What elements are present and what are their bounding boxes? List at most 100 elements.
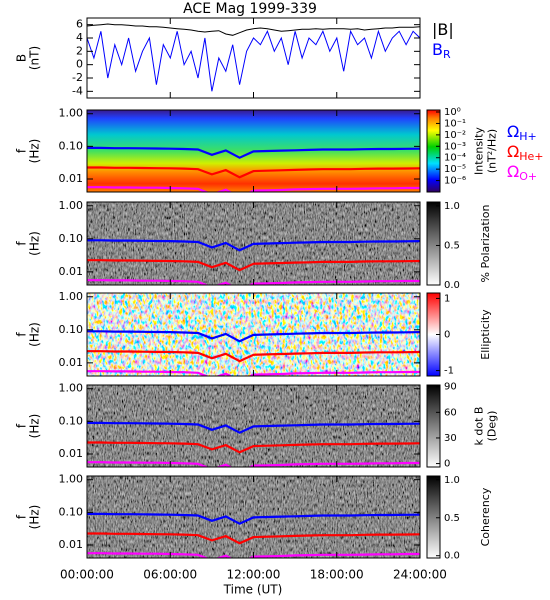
colorbar [426,384,441,468]
legend-name: Ω [507,122,519,141]
colorbar-tick-label: 10⁻² [444,130,466,141]
colorbar-tick-label: 1.0 [444,475,460,486]
legend-subscript: O+ [519,170,537,183]
y-axis-label: f [15,423,29,428]
colorbar-label: (Deg) [486,411,499,442]
series-line [87,441,420,454]
y-axis-label: f [15,148,29,153]
colorbar-tick-label: 10⁻¹ [444,118,466,129]
colorbar-label: k dot B [473,407,486,446]
y-tick-label: 0.01 [59,447,84,460]
x-tick-label: 12:00:00 [227,568,281,582]
colorbar [426,475,441,559]
y-tick-label: 1.00 [59,290,84,303]
colorbar-tick-label: 90 [444,382,457,393]
colorbar-tick-label: -1 [444,366,454,377]
y-tick-label: 0.10 [59,505,84,518]
y-axis-label: B [15,54,29,62]
y-axis-label: f [15,241,29,246]
colorbar-label: Ellipticity [479,309,492,360]
y-tick-label: -2 [72,71,83,84]
legend-name: |B| [432,20,454,39]
y-tick-label: 6 [76,18,83,31]
colorbar-tick-label: 1 [444,293,450,304]
y-axis-label: (Hz) [28,231,42,256]
legend-subscript: R [443,48,451,61]
y-tick-label: 4 [76,31,83,44]
legend-name: Ω [507,162,519,181]
y-tick-label: 0.10 [59,139,84,152]
y-tick-label: 1.00 [59,473,84,486]
plot-frame [86,17,421,99]
series-line [87,350,420,363]
colorbar-tick-label: 0.0 [444,551,460,562]
y-axis-label: (Hz) [28,505,42,530]
colorbar-label: Intensity [473,127,486,175]
y-tick-label: 0.01 [59,538,84,551]
y-tick-label: 1.00 [59,382,84,395]
colorbar-label: Coherency [479,487,492,546]
y-tick-label: 0 [76,58,83,71]
legend-label: ΩO+ [507,162,537,184]
x-tick-label: 24:00:00 [393,568,447,582]
legend-label: BR [432,40,451,62]
x-axis-label: Time (UT) [223,583,283,597]
colorbar-tick-label: 0 [444,330,450,341]
y-axis-label: (Hz) [28,322,42,347]
y-tick-label: -4 [72,84,83,97]
colorbar-tick-label: 10⁰ [444,107,461,118]
y-tick-label: 0.10 [59,414,84,427]
colorbar-tick-label: 0.5 [444,513,460,524]
series-line [87,239,420,252]
y-tick-label: 0.10 [59,232,84,245]
y-tick-label: 1.00 [59,107,84,120]
legend-label: |B| [432,20,454,39]
colorbar-tick-label: 0.0 [444,280,460,291]
legend-name: B [432,40,443,59]
x-tick-label: 00:00:00 [60,568,114,582]
legend-subscript: H+ [519,130,537,143]
series-line [87,166,420,179]
colorbar-tick-label: 10⁻⁵ [444,164,466,175]
colorbar-tick-label: 0 [444,459,450,470]
y-tick-label: 2 [76,44,83,57]
legend-subscript: He+ [519,150,543,163]
legend-name: Ω [507,142,519,161]
colorbar-tick-label: 30 [444,433,457,444]
y-tick-label: 1.00 [59,199,84,212]
colorbar-tick-label: 60 [444,407,457,418]
y-tick-label: 0.01 [59,356,84,369]
colorbar-label: % Polarization [479,205,492,283]
y-tick-label: 0.01 [59,172,84,185]
y-axis-label: f [15,514,29,519]
colorbar-label: (nT²/Hz) [486,129,499,173]
series-line [87,259,420,272]
chart-title: ACE Mag 1999-339 [183,1,317,17]
x-tick-label: 18:00:00 [310,568,364,582]
colorbar-tick-label: 10⁻⁴ [444,153,466,164]
y-tick-label: 0.10 [59,323,84,336]
series-line [87,29,420,92]
colorbar-tick-label: 1.0 [444,201,460,212]
series-line [87,532,420,545]
y-tick-label: 0.01 [59,265,84,278]
colorbar [426,109,441,193]
x-tick-label: 06:00:00 [143,568,197,582]
series-line [87,146,420,159]
y-axis-label: (Hz) [28,414,42,439]
legend-label: ΩHe+ [507,142,544,164]
series-line [87,421,420,434]
colorbar [426,201,441,286]
series-line [87,23,420,36]
y-axis-label: (Hz) [28,139,42,164]
colorbar-tick-label: 0.5 [444,240,460,251]
y-axis-label: f [15,332,29,337]
series-line [87,512,420,525]
legend-label: ΩH+ [507,122,537,144]
colorbar-tick-label: 10⁻⁶ [444,176,466,187]
colorbar-tick-label: 10⁻³ [444,141,466,152]
series-line [87,330,420,343]
y-axis-label: (nT) [28,46,42,70]
